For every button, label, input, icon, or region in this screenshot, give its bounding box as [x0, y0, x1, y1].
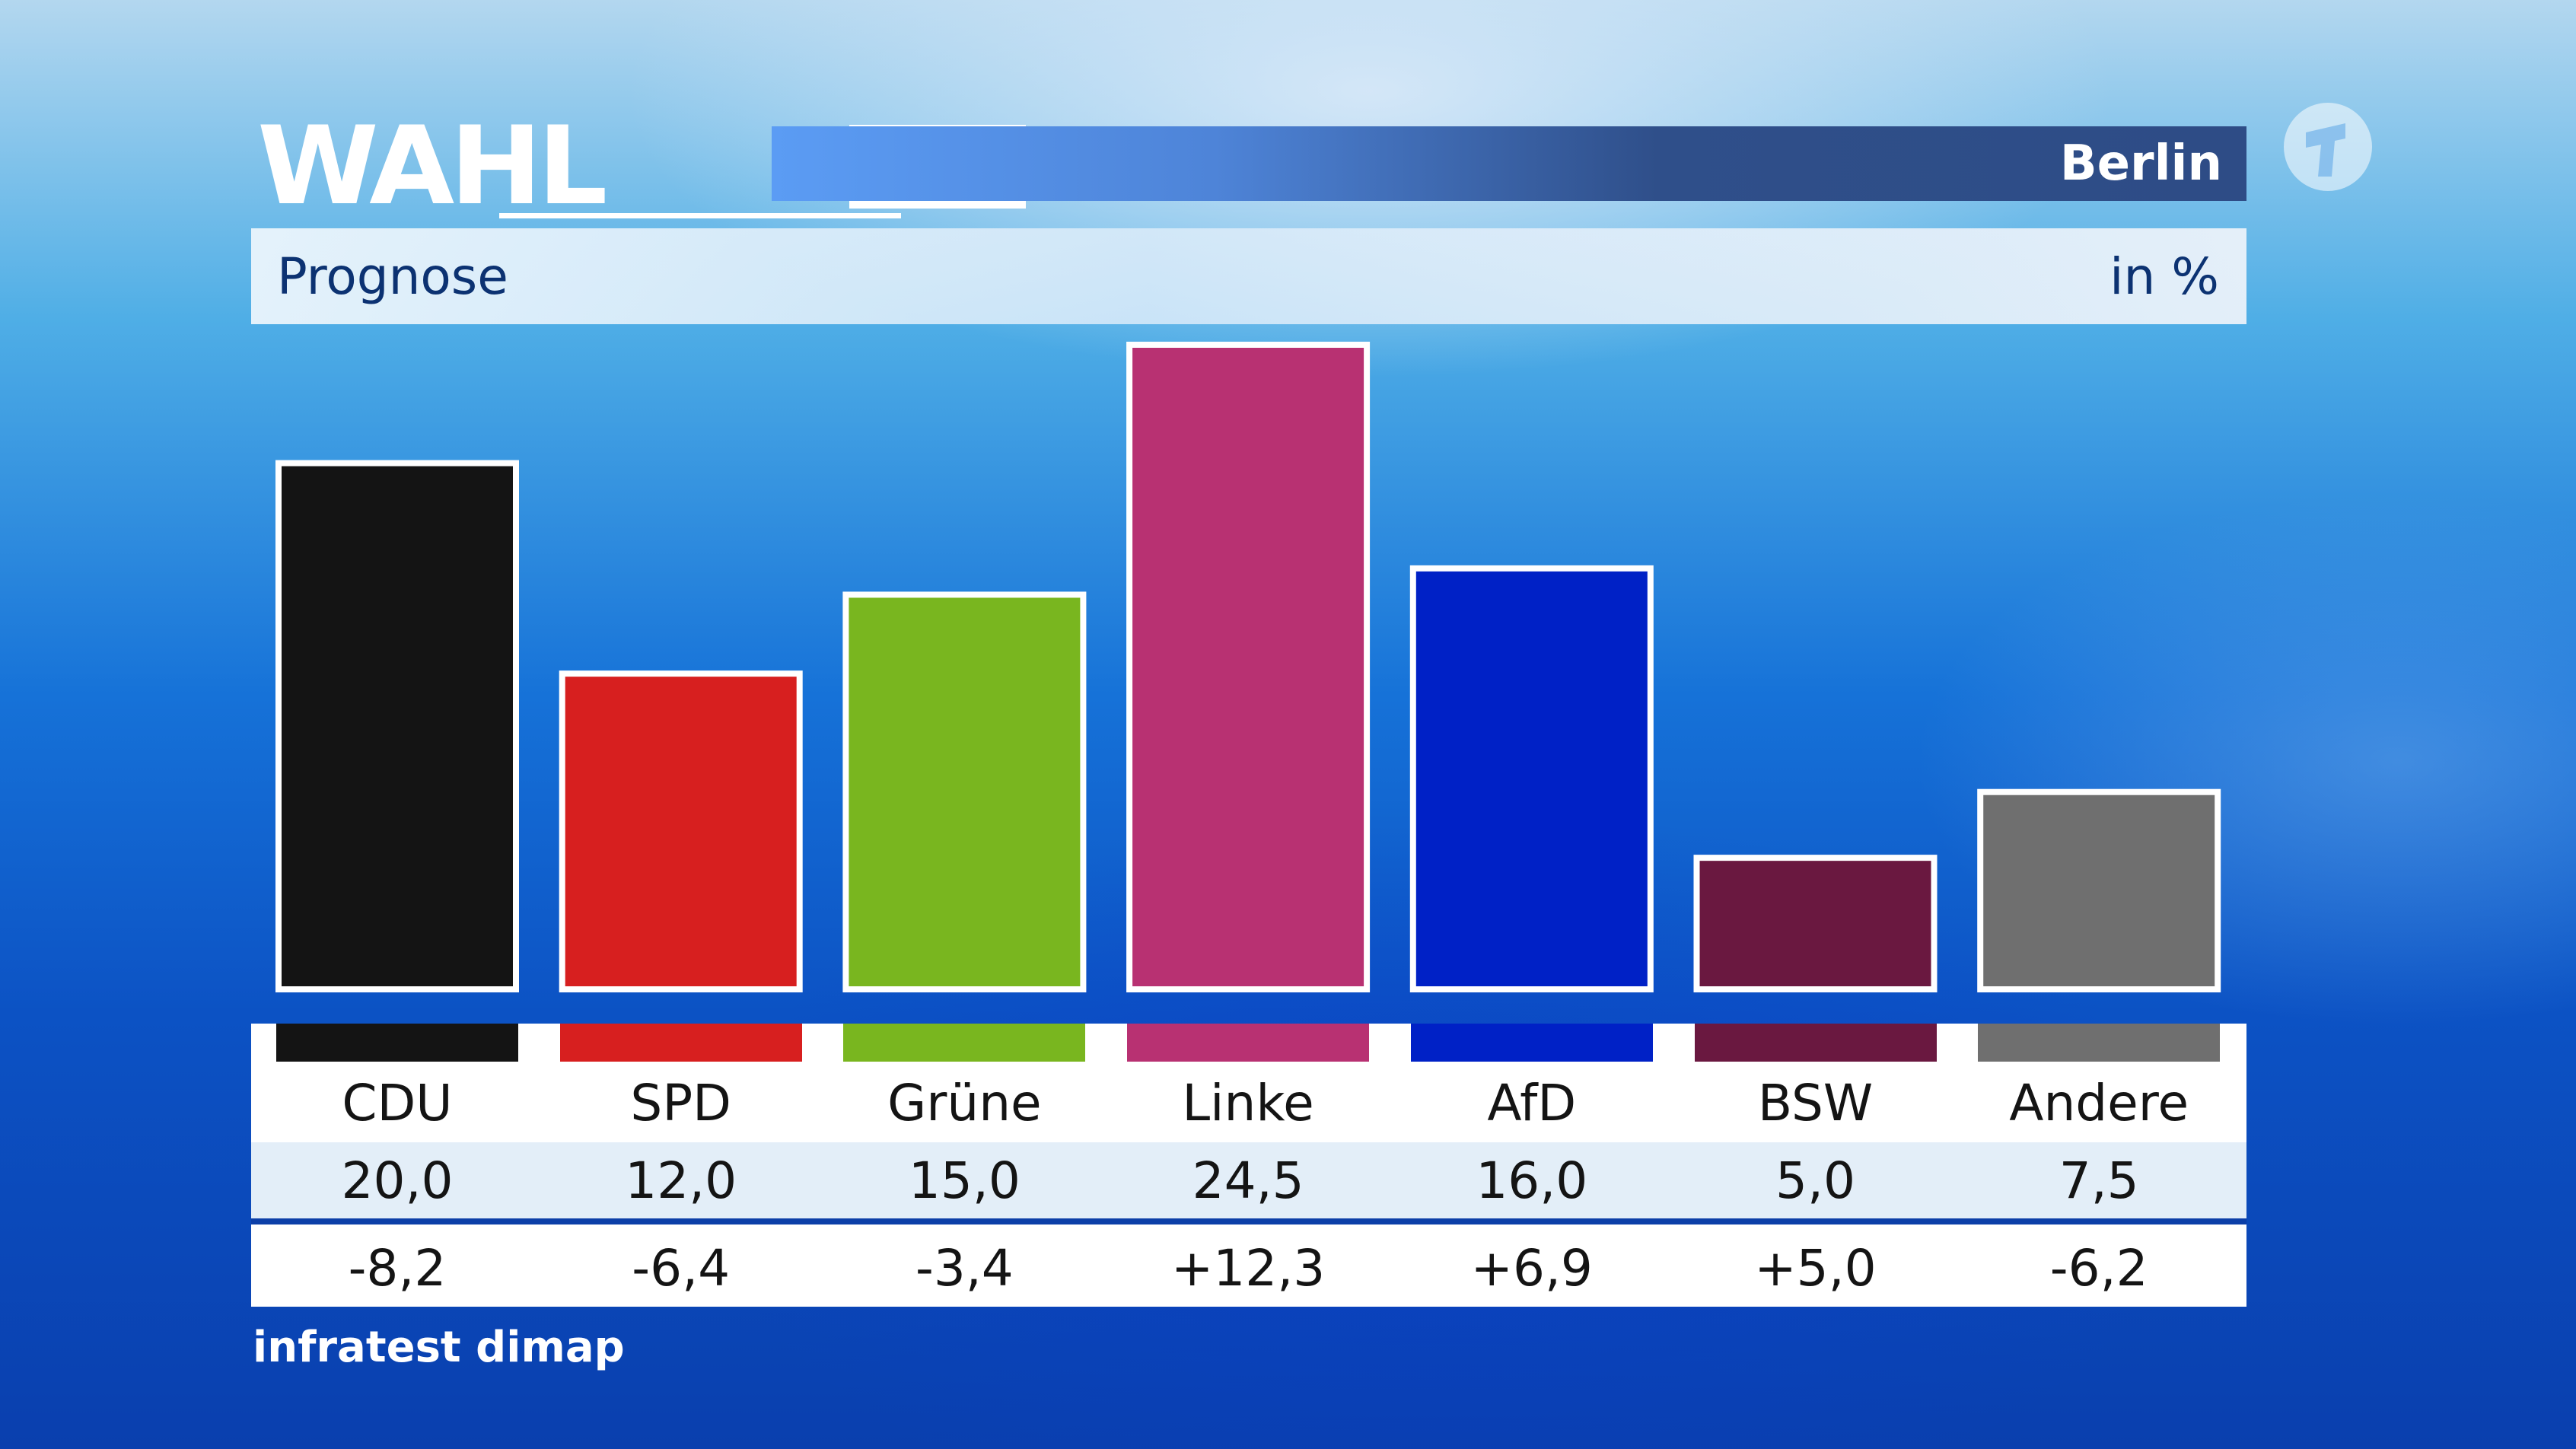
- value-label-andere: 7,5: [2059, 1151, 2139, 1210]
- party-label-afd: AfD: [1487, 1074, 1577, 1132]
- bar-grüne: [842, 591, 1087, 992]
- logo-underline: [499, 213, 901, 218]
- chart-subtitle: Prognose: [277, 247, 508, 306]
- unit-label: in %: [2110, 247, 2219, 306]
- bar-linke: [1126, 342, 1371, 992]
- das-erste-logo-icon: [2284, 103, 2372, 191]
- change-label-andere: -6,2: [2049, 1239, 2148, 1298]
- bar-bsw: [1693, 855, 1938, 992]
- swatch-grüne: [843, 1024, 1086, 1062]
- value-label-linke: 24,5: [1192, 1151, 1304, 1210]
- value-label-spd: 12,0: [625, 1151, 737, 1210]
- source-label: infratest dimap: [253, 1323, 625, 1372]
- value-label-cdu: 20,0: [341, 1151, 454, 1210]
- change-label-cdu: -8,2: [348, 1239, 447, 1298]
- bar-afd: [1409, 565, 1654, 992]
- party-label-cdu: CDU: [342, 1074, 453, 1132]
- swatch-bsw: [1694, 1024, 1937, 1062]
- party-label-linke: Linke: [1182, 1074, 1314, 1132]
- swatch-andere: [1978, 1024, 2221, 1062]
- bar-chart: [275, 342, 2221, 993]
- swatch-linke: [1127, 1024, 1370, 1062]
- results-table: CDU SPD Grüne Linke AfD BSW Andere 20,0 12,0 15,…: [251, 1024, 2246, 1307]
- change-label-spd: -6,4: [632, 1239, 731, 1298]
- party-label-grüne: Grüne: [887, 1074, 1042, 1132]
- region-label: Berlin: [2059, 135, 2222, 192]
- value-label-afd: 16,0: [1476, 1151, 1588, 1210]
- swatch-afd: [1410, 1024, 1653, 1062]
- row-divider: [251, 1218, 2246, 1224]
- value-label-grüne: 15,0: [908, 1151, 1021, 1210]
- value-label-bsw: 5,0: [1775, 1151, 1855, 1210]
- bar-cdu: [275, 460, 519, 992]
- party-label-andere: Andere: [2009, 1074, 2189, 1132]
- subtitle-bar: Prognose in %: [251, 228, 2246, 324]
- change-label-bsw: +5,0: [1754, 1239, 1877, 1298]
- logo-wahl-text: WAHL: [257, 104, 608, 229]
- bar-spd: [559, 670, 803, 993]
- party-label-bsw: BSW: [1757, 1074, 1874, 1132]
- change-label-afd: +6,9: [1470, 1239, 1593, 1298]
- party-label-spd: SPD: [630, 1074, 731, 1132]
- swatch-cdu: [276, 1024, 518, 1062]
- title-band: Berlin: [772, 126, 2246, 201]
- change-label-linke: +12,3: [1170, 1239, 1326, 1298]
- swatch-spd: [559, 1024, 802, 1062]
- bar-andere: [1977, 788, 2221, 992]
- value-row: 20,0 12,0 15,0 24,5 16,0 5,0 7,5: [251, 1142, 2246, 1218]
- change-label-grüne: -3,4: [915, 1239, 1014, 1298]
